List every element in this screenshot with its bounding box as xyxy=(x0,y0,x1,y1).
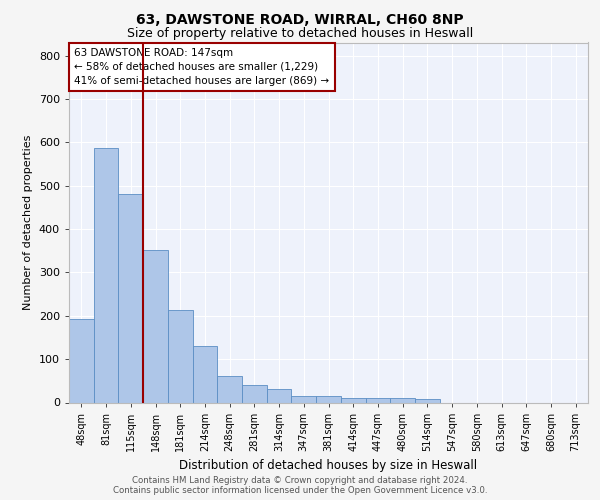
Bar xyxy=(193,346,217,403)
Text: Size of property relative to detached houses in Heswall: Size of property relative to detached ho… xyxy=(127,28,473,40)
Text: Contains HM Land Registry data © Crown copyright and database right 2024.
Contai: Contains HM Land Registry data © Crown c… xyxy=(113,476,487,495)
Y-axis label: Number of detached properties: Number of detached properties xyxy=(23,135,33,310)
Bar xyxy=(341,398,365,402)
Bar xyxy=(69,319,94,402)
Bar xyxy=(267,388,292,402)
Bar xyxy=(390,398,415,402)
Bar xyxy=(118,194,143,402)
Bar xyxy=(217,376,242,402)
Bar xyxy=(292,396,316,402)
Text: 63 DAWSTONE ROAD: 147sqm
← 58% of detached houses are smaller (1,229)
41% of sem: 63 DAWSTONE ROAD: 147sqm ← 58% of detach… xyxy=(74,48,329,86)
Bar xyxy=(242,385,267,402)
Bar xyxy=(168,310,193,402)
Bar xyxy=(365,398,390,402)
Bar xyxy=(415,399,440,402)
Bar xyxy=(143,250,168,402)
Text: 63, DAWSTONE ROAD, WIRRAL, CH60 8NP: 63, DAWSTONE ROAD, WIRRAL, CH60 8NP xyxy=(136,12,464,26)
X-axis label: Distribution of detached houses by size in Heswall: Distribution of detached houses by size … xyxy=(179,459,478,472)
Bar xyxy=(316,396,341,402)
Bar xyxy=(94,148,118,403)
